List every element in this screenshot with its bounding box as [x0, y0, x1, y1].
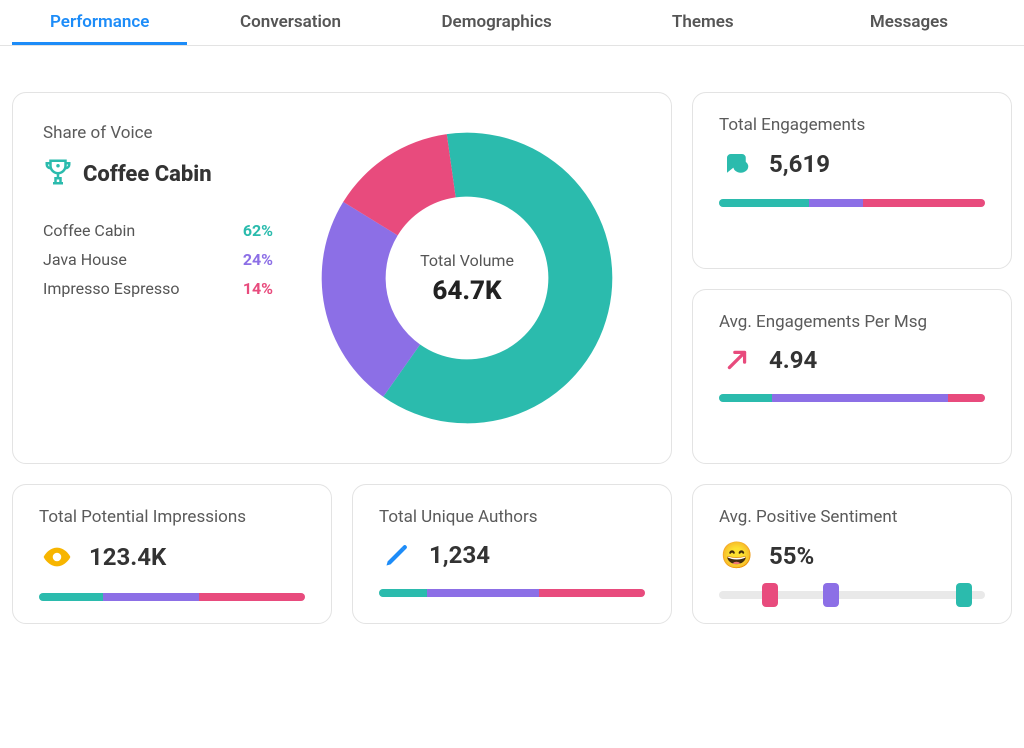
pencil-icon: [379, 541, 415, 569]
tabs-bar: Performance Conversation Demographics Th…: [0, 0, 1024, 46]
legend-pct: 62%: [243, 221, 273, 240]
card-title: Total Potential Impressions: [39, 507, 305, 527]
eye-icon: [39, 541, 75, 573]
donut-center-label: Total Volume: [420, 251, 514, 270]
engagements-bar: [719, 199, 985, 207]
card-title: Avg. Engagements Per Msg: [719, 312, 985, 332]
donut-center-value: 64.7K: [420, 276, 514, 306]
legend-label: Impresso Espresso: [43, 279, 179, 298]
engagements-value: 5,619: [769, 150, 830, 178]
card-total-engagements: Total Engagements 5,619: [692, 92, 1012, 269]
tab-conversation[interactable]: Conversation: [187, 0, 393, 45]
legend-row: Coffee Cabin 62%: [43, 221, 273, 240]
arrow-up-right-icon: [719, 347, 755, 373]
card-authors: Total Unique Authors 1,234: [352, 484, 672, 624]
sov-title: Share of Voice: [43, 123, 273, 143]
card-title: Total Unique Authors: [379, 507, 645, 527]
impressions-bar: [39, 593, 305, 601]
impressions-value: 123.4K: [89, 543, 166, 571]
sov-winner-name: Coffee Cabin: [83, 162, 212, 187]
sentiment-handle[interactable]: [823, 583, 839, 607]
card-avg-engagements: Avg. Engagements Per Msg 4.94: [692, 289, 1012, 464]
sentiment-handle[interactable]: [956, 583, 972, 607]
sentiment-value: 55%: [769, 542, 814, 570]
tab-performance[interactable]: Performance: [12, 0, 187, 45]
legend-label: Coffee Cabin: [43, 221, 135, 240]
donut-center: Total Volume 64.7K: [420, 251, 514, 306]
sov-donut: Total Volume 64.7K: [293, 123, 641, 433]
smile-emoji-icon: 😄: [719, 541, 755, 571]
authors-value: 1,234: [429, 541, 490, 569]
card-sentiment: Avg. Positive Sentiment 😄 55%: [692, 484, 1012, 624]
tab-messages[interactable]: Messages: [806, 0, 1012, 45]
card-impressions: Total Potential Impressions 123.4K: [12, 484, 332, 624]
avg-eng-bar: [719, 394, 985, 402]
sov-winner: Coffee Cabin: [43, 157, 273, 191]
card-share-of-voice: Share of Voice Coffee Cabin Coffee Cabin…: [12, 92, 672, 464]
legend-label: Java House: [43, 250, 127, 269]
bottom-row: Total Potential Impressions 123.4K Total…: [12, 484, 672, 624]
dashboard-grid: Share of Voice Coffee Cabin Coffee Cabin…: [0, 46, 1024, 636]
legend-pct: 14%: [243, 279, 273, 298]
sentiment-handle[interactable]: [762, 583, 778, 607]
tab-demographics[interactable]: Demographics: [394, 0, 600, 45]
authors-bar: [379, 589, 645, 597]
card-title: Avg. Positive Sentiment: [719, 507, 985, 527]
avg-eng-value: 4.94: [769, 346, 817, 374]
chat-icon: [719, 149, 755, 179]
sov-legend-panel: Share of Voice Coffee Cabin Coffee Cabin…: [43, 123, 273, 433]
sentiment-track[interactable]: [719, 591, 985, 599]
legend-row: Java House 24%: [43, 250, 273, 269]
legend-row: Impresso Espresso 14%: [43, 279, 273, 298]
trophy-icon: [43, 157, 73, 191]
legend-pct: 24%: [243, 250, 273, 269]
tab-themes[interactable]: Themes: [600, 0, 806, 45]
card-title: Total Engagements: [719, 115, 985, 135]
